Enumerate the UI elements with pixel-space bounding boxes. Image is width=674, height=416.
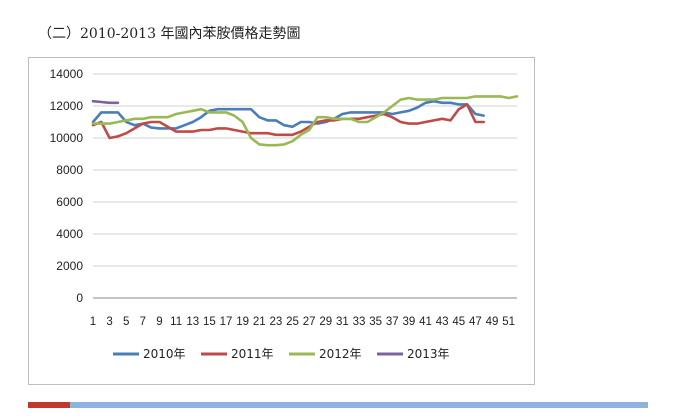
- x-tick-label: 51: [502, 316, 515, 328]
- footer-bar-blue-segment: [70, 402, 648, 408]
- x-tick-label: 45: [452, 316, 465, 328]
- series-line-2: [91, 103, 486, 140]
- y-tick-label: 2000: [56, 259, 83, 273]
- legend-label-2: 2011年: [231, 347, 274, 361]
- series-line-4: [91, 99, 120, 105]
- y-tick-label: 8000: [56, 163, 83, 177]
- legend-label-3: 2012年: [319, 347, 362, 361]
- series-line-3: [91, 95, 519, 147]
- y-tick-label: 6000: [56, 195, 83, 209]
- y-tick-label: 14000: [50, 67, 84, 81]
- x-tick-label: 35: [369, 316, 382, 328]
- x-tick-label: 29: [319, 316, 332, 328]
- footer-bar: [28, 402, 648, 408]
- x-tick-label: 47: [469, 316, 482, 328]
- y-tick-label: 10000: [50, 131, 84, 145]
- y-tick-label: 12000: [50, 99, 84, 113]
- series-line-1: [91, 99, 486, 130]
- x-tick-label: 1: [90, 316, 96, 328]
- x-tick-label: 13: [186, 316, 199, 328]
- x-tick-label: 17: [220, 316, 233, 328]
- y-tick-label: 4000: [56, 227, 83, 241]
- page-title: （二）2010-2013 年國內苯胺價格走勢圖: [38, 26, 301, 42]
- x-tick-label: 31: [336, 316, 349, 328]
- chart-frame: 0 2000 4000 6000 8000 10000 12000 14000 1 3 5 7 9 11 1…: [28, 57, 535, 385]
- x-tick-label: 37: [386, 316, 399, 328]
- x-tick-label: 25: [286, 316, 299, 328]
- x-tick-label: 23: [270, 316, 283, 328]
- x-tick-label: 3: [106, 316, 112, 328]
- x-tick-label: 41: [419, 316, 432, 328]
- legend-label-4: 2013年: [407, 347, 450, 361]
- x-tick-label: 11: [170, 316, 182, 328]
- x-tick-label: 21: [253, 316, 266, 328]
- x-tick-label: 43: [436, 316, 449, 328]
- footer-bar-red-segment: [28, 402, 70, 408]
- x-tick-label: 19: [236, 316, 249, 328]
- x-tick-label: 5: [123, 316, 129, 328]
- x-tick-label: 49: [486, 316, 499, 328]
- legend-label-1: 2010年: [143, 347, 186, 361]
- x-tick-label: 15: [203, 316, 216, 328]
- x-tick-label: 27: [303, 316, 316, 328]
- x-tick-label: 7: [140, 316, 146, 328]
- x-tick-label: 39: [403, 316, 416, 328]
- y-tick-label: 0: [76, 291, 83, 305]
- x-tick-label: 9: [156, 316, 162, 328]
- x-tick-label: 33: [353, 316, 366, 328]
